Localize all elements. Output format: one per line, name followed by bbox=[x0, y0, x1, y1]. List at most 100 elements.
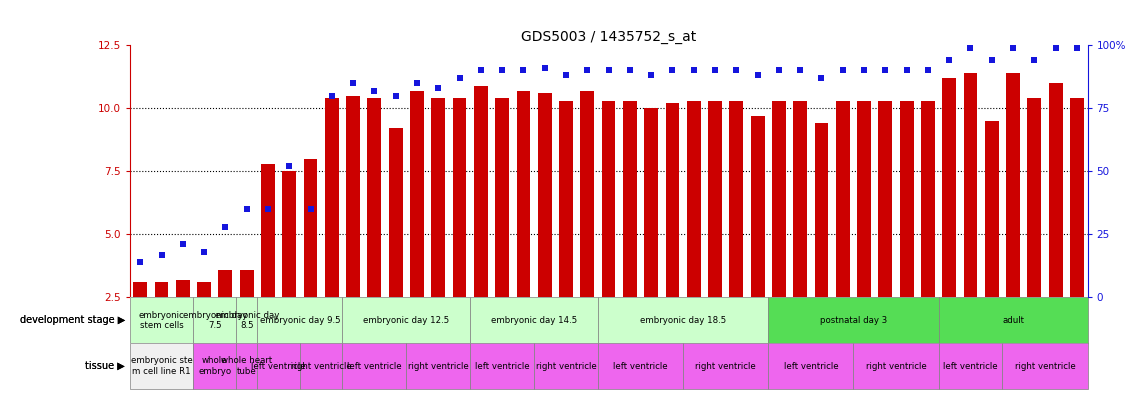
Bar bbox=[470, 343, 534, 389]
Bar bbox=[708, 101, 722, 360]
Bar bbox=[516, 90, 531, 360]
Point bbox=[877, 67, 895, 73]
Point bbox=[706, 67, 724, 73]
Text: left ventricle: left ventricle bbox=[474, 362, 530, 371]
Text: embryonic day 12.5: embryonic day 12.5 bbox=[363, 316, 450, 325]
Bar bbox=[236, 298, 257, 343]
Text: development stage ▶: development stage ▶ bbox=[19, 315, 125, 325]
Text: postnatal day 3: postnatal day 3 bbox=[819, 316, 887, 325]
Point bbox=[664, 67, 682, 73]
Bar bbox=[683, 343, 769, 389]
Text: embryonic ste
m cell line R1: embryonic ste m cell line R1 bbox=[131, 356, 193, 376]
Text: right ventricle: right ventricle bbox=[695, 362, 756, 371]
Text: embryonic
stem cells: embryonic stem cells bbox=[139, 310, 185, 330]
Point bbox=[302, 206, 320, 212]
Bar bbox=[257, 343, 300, 389]
Text: whole
embryo: whole embryo bbox=[198, 356, 231, 376]
Bar bbox=[964, 73, 977, 360]
Point bbox=[429, 85, 447, 91]
Bar bbox=[219, 270, 232, 360]
Bar bbox=[1070, 98, 1084, 360]
Bar bbox=[559, 101, 573, 360]
Bar bbox=[878, 101, 893, 360]
Point bbox=[216, 224, 234, 230]
Text: right ventricle: right ventricle bbox=[535, 362, 596, 371]
Bar bbox=[598, 298, 769, 343]
Bar bbox=[769, 298, 939, 343]
Bar bbox=[176, 280, 189, 360]
Bar bbox=[194, 298, 236, 343]
Title: GDS5003 / 1435752_s_at: GDS5003 / 1435752_s_at bbox=[521, 30, 696, 44]
Bar bbox=[598, 343, 683, 389]
Text: left ventricle: left ventricle bbox=[613, 362, 668, 371]
Bar bbox=[1006, 73, 1020, 360]
Bar bbox=[346, 95, 360, 360]
Bar bbox=[921, 101, 934, 360]
Point bbox=[748, 72, 766, 79]
Point bbox=[494, 67, 512, 73]
Point bbox=[1004, 44, 1022, 51]
Point bbox=[940, 57, 958, 63]
Bar bbox=[899, 101, 914, 360]
Point bbox=[344, 80, 362, 86]
Text: left ventricle: left ventricle bbox=[783, 362, 838, 371]
Bar bbox=[343, 343, 407, 389]
Bar bbox=[853, 343, 939, 389]
Point bbox=[600, 67, 618, 73]
Bar bbox=[942, 78, 956, 360]
Bar bbox=[858, 101, 871, 360]
Bar bbox=[283, 171, 296, 360]
Text: development stage ▶: development stage ▶ bbox=[19, 315, 125, 325]
Bar bbox=[580, 90, 594, 360]
Point bbox=[365, 87, 383, 94]
Point bbox=[1026, 57, 1044, 63]
Bar bbox=[815, 123, 828, 360]
Bar bbox=[534, 343, 598, 389]
Bar bbox=[772, 101, 786, 360]
Point bbox=[897, 67, 915, 73]
Point bbox=[238, 206, 256, 212]
Bar bbox=[939, 298, 1088, 343]
Bar bbox=[407, 343, 470, 389]
Bar bbox=[474, 86, 488, 360]
Bar bbox=[410, 90, 424, 360]
Point bbox=[983, 57, 1001, 63]
Bar bbox=[303, 159, 318, 360]
Bar bbox=[325, 98, 339, 360]
Point bbox=[281, 163, 299, 169]
Text: whole heart
tube: whole heart tube bbox=[221, 356, 273, 376]
Text: tissue ▶: tissue ▶ bbox=[85, 361, 125, 371]
Bar bbox=[836, 101, 850, 360]
Point bbox=[578, 67, 596, 73]
Point bbox=[961, 44, 979, 51]
Bar bbox=[257, 298, 343, 343]
Point bbox=[642, 72, 660, 79]
Bar bbox=[194, 343, 236, 389]
Bar bbox=[1028, 98, 1041, 360]
Bar bbox=[645, 108, 658, 360]
Point bbox=[535, 65, 553, 71]
Bar bbox=[939, 343, 1002, 389]
Bar bbox=[686, 101, 701, 360]
Text: right ventricle: right ventricle bbox=[291, 362, 352, 371]
Bar bbox=[300, 343, 343, 389]
Text: embryonic day 18.5: embryonic day 18.5 bbox=[640, 316, 726, 325]
Bar bbox=[389, 129, 402, 360]
Point bbox=[1047, 44, 1065, 51]
Point bbox=[195, 249, 213, 255]
Bar bbox=[261, 164, 275, 360]
Text: embryonic day 9.5: embryonic day 9.5 bbox=[259, 316, 340, 325]
Point bbox=[919, 67, 937, 73]
Point bbox=[152, 252, 170, 258]
Point bbox=[855, 67, 873, 73]
Text: embryonic day 14.5: embryonic day 14.5 bbox=[491, 316, 577, 325]
Bar bbox=[453, 98, 467, 360]
Text: right ventricle: right ventricle bbox=[408, 362, 469, 371]
Bar bbox=[985, 121, 999, 360]
Text: left ventricle: left ventricle bbox=[347, 362, 401, 371]
Bar bbox=[602, 101, 615, 360]
Point bbox=[131, 259, 149, 265]
Bar bbox=[130, 343, 194, 389]
Point bbox=[322, 92, 340, 99]
Bar bbox=[751, 116, 764, 360]
